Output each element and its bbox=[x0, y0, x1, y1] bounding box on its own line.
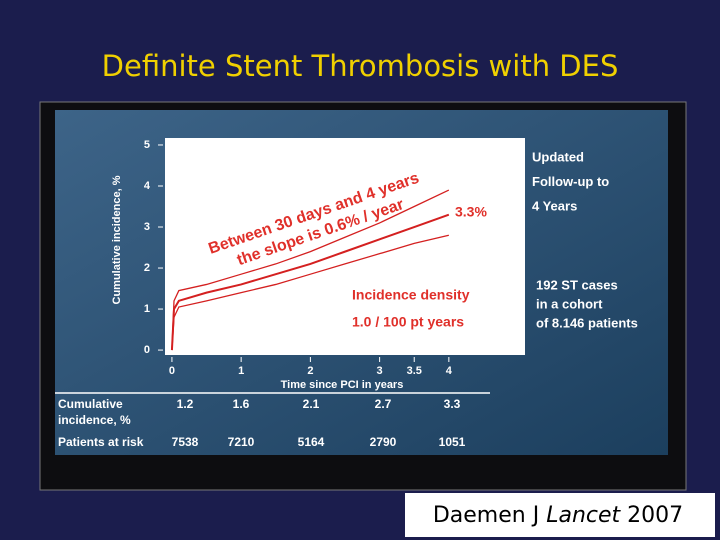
x-tick-label: 2 bbox=[307, 365, 313, 377]
side-note: Updated bbox=[532, 149, 584, 164]
slide-title: Definite Stent Thrombosis with DES bbox=[102, 49, 619, 83]
x-tick-label: 3.5 bbox=[407, 365, 422, 377]
table-cell: 1051 bbox=[439, 435, 466, 449]
x-tick-label: 4 bbox=[446, 365, 453, 377]
citation-author: Daemen J bbox=[433, 503, 539, 528]
table-cell: 2.7 bbox=[375, 397, 392, 411]
y-tick-label: 2 bbox=[144, 262, 150, 274]
table-cell: 7210 bbox=[228, 435, 255, 449]
side-note: 192 ST cases bbox=[536, 277, 618, 292]
y-tick-label: 4 bbox=[144, 180, 151, 192]
density-annotation: 1.0 / 100 pt years bbox=[352, 314, 464, 330]
y-tick-label: 5 bbox=[144, 139, 150, 151]
table-row-label: Cumulative bbox=[58, 397, 123, 411]
table-cell: 1.2 bbox=[177, 397, 194, 411]
citation: Daemen J Lancet 2007 bbox=[433, 503, 683, 528]
table-row-label: incidence, % bbox=[58, 413, 131, 427]
y-axis-label: Cumulative incidence, % bbox=[111, 175, 123, 304]
table-cell: 7538 bbox=[172, 435, 199, 449]
citation-journal: Lancet bbox=[546, 503, 621, 528]
side-note: 4 Years bbox=[532, 198, 577, 213]
end-value-annotation: 3.3% bbox=[455, 204, 487, 220]
table-cell: 2.1 bbox=[303, 397, 320, 411]
x-tick-label: 1 bbox=[238, 365, 244, 377]
side-note: Follow-up to bbox=[532, 174, 609, 189]
x-axis-label: Time since PCI in years bbox=[281, 379, 404, 391]
ci-line bbox=[170, 213, 450, 351]
x-tick-label: 3 bbox=[377, 365, 383, 377]
citation-box bbox=[405, 493, 715, 537]
citation-year: 2007 bbox=[627, 503, 683, 528]
y-tick-label: 3 bbox=[144, 221, 150, 233]
y-tick-label: 1 bbox=[144, 303, 150, 315]
table-cell: 1.6 bbox=[233, 397, 250, 411]
side-note: of 8.146 patients bbox=[536, 315, 638, 330]
side-note: in a cohort bbox=[536, 296, 603, 311]
plot-area bbox=[165, 138, 525, 355]
x-tick-label: 0 bbox=[169, 365, 175, 377]
y-tick-label: 0 bbox=[144, 344, 150, 356]
ci-line bbox=[171, 189, 450, 351]
table-cell: 3.3 bbox=[444, 397, 461, 411]
ci-line bbox=[171, 234, 449, 351]
table-cell: 2790 bbox=[370, 435, 397, 449]
table-cell: 5164 bbox=[298, 435, 325, 449]
density-annotation: Incidence density bbox=[352, 287, 470, 303]
table-row-label: Patients at risk bbox=[58, 435, 144, 449]
